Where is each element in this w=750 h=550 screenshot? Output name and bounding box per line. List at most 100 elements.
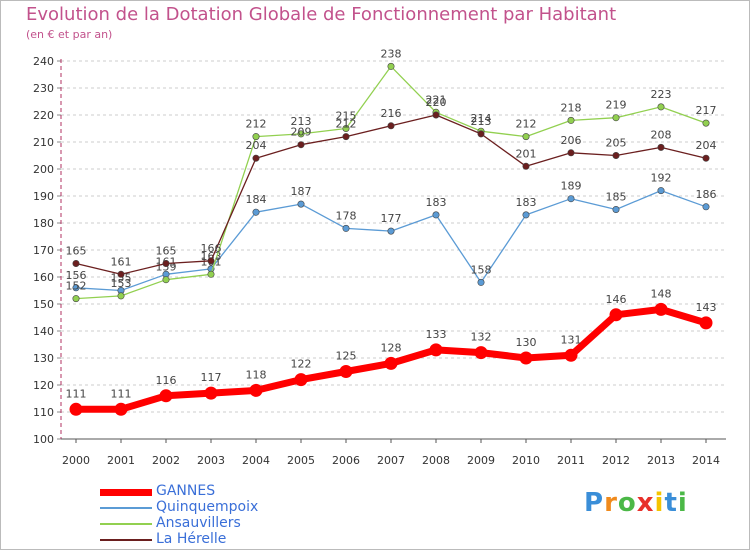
x-tick-label: 2000 — [62, 454, 90, 467]
data-point — [294, 373, 308, 387]
data-point — [519, 351, 533, 365]
x-tick-label: 2001 — [107, 454, 135, 467]
logo-letter: i — [654, 488, 665, 518]
data-point — [657, 143, 665, 151]
data-point — [387, 227, 395, 235]
x-tick-label: 2005 — [287, 454, 315, 467]
data-label: 184 — [246, 193, 267, 206]
logo-letter: P — [584, 488, 605, 518]
data-point — [567, 116, 575, 124]
data-point — [564, 348, 578, 362]
data-point — [384, 356, 398, 370]
logo-letter: t — [664, 488, 678, 518]
data-point — [72, 284, 80, 292]
data-label: 187 — [291, 185, 312, 198]
data-point — [567, 149, 575, 157]
legend-label: Ansauvillers — [156, 515, 241, 531]
chart-subtitle: (en € et par an) — [26, 28, 113, 41]
y-tick-label: 110 — [33, 406, 54, 419]
data-point — [117, 292, 125, 300]
data-label: 161 — [111, 255, 132, 268]
data-label: 186 — [696, 188, 717, 201]
data-point — [612, 206, 620, 214]
data-label: 148 — [651, 287, 672, 300]
data-label: 158 — [471, 263, 492, 276]
x-tick-label: 2010 — [512, 454, 540, 467]
series-line — [75, 189, 707, 292]
data-point — [702, 119, 710, 127]
chart-legend: GANNES Quinquempoix Ansauvillers La Hérelle — [100, 483, 320, 548]
y-tick-label: 100 — [33, 433, 54, 446]
data-point — [432, 211, 440, 219]
data-label: 204 — [696, 139, 717, 152]
data-point — [207, 270, 215, 278]
data-label: 146 — [606, 293, 627, 306]
data-point — [609, 308, 623, 322]
data-point — [249, 383, 263, 397]
x-tick-label: 2012 — [602, 454, 630, 467]
data-label: 178 — [336, 209, 357, 222]
data-point — [72, 295, 80, 303]
data-label: 183 — [516, 196, 537, 209]
data-label: 122 — [291, 358, 312, 371]
x-tick-label: 2004 — [242, 454, 270, 467]
legend-label: Quinquempoix — [156, 499, 259, 515]
data-label: 118 — [246, 368, 267, 381]
logo-letter: i — [677, 488, 688, 518]
data-label: 218 — [561, 101, 582, 114]
data-label: 212 — [246, 118, 267, 131]
data-point — [477, 278, 485, 286]
data-point — [297, 141, 305, 149]
data-label: 165 — [66, 245, 87, 258]
data-label: 212 — [336, 118, 357, 131]
data-point — [429, 343, 443, 357]
legend-item: Ansauvillers — [100, 515, 320, 532]
data-point — [162, 276, 170, 284]
data-label: 192 — [651, 172, 672, 185]
data-label: 201 — [516, 147, 537, 160]
data-label: 219 — [606, 99, 627, 112]
y-tick-label: 160 — [33, 271, 54, 284]
data-point — [159, 389, 173, 403]
chart-title: Evolution de la Dotation Globale de Fonc… — [26, 4, 617, 25]
data-label: 185 — [606, 191, 627, 204]
data-label: 220 — [426, 96, 447, 109]
legend-swatch — [100, 507, 152, 509]
y-tick-label: 240 — [33, 55, 54, 68]
data-point — [657, 103, 665, 111]
legend-swatch — [100, 489, 152, 496]
data-point — [114, 402, 128, 416]
data-label: 221 — [426, 93, 447, 106]
x-tick-label: 2008 — [422, 454, 450, 467]
data-label: 159 — [156, 261, 177, 274]
x-tick-label: 2011 — [557, 454, 585, 467]
data-point — [387, 62, 395, 70]
data-point — [252, 154, 260, 162]
x-tick-label: 2013 — [647, 454, 675, 467]
x-tick-label: 2007 — [377, 454, 405, 467]
proxiti-logo: Proxiti — [584, 488, 688, 518]
data-label: 212 — [516, 118, 537, 131]
data-label: 208 — [651, 128, 672, 141]
data-label: 213 — [471, 115, 492, 128]
data-label: 143 — [696, 301, 717, 314]
data-point — [522, 133, 530, 141]
data-label: 166 — [201, 242, 222, 255]
data-label: 165 — [156, 245, 177, 258]
data-point — [207, 257, 215, 265]
x-tick-label: 2009 — [467, 454, 495, 467]
y-tick-label: 180 — [33, 217, 54, 230]
x-tick-label: 2014 — [692, 454, 720, 467]
data-point — [342, 125, 350, 133]
data-point — [117, 270, 125, 278]
data-point — [657, 187, 665, 195]
data-label: 204 — [246, 139, 267, 152]
data-label: 215 — [336, 110, 357, 123]
data-point — [522, 162, 530, 170]
data-label: 223 — [651, 88, 672, 101]
y-tick-label: 170 — [33, 244, 54, 257]
data-point — [69, 402, 83, 416]
data-point — [252, 133, 260, 141]
series-la-herelle: 165 161 165 166 204 209 212 216 220 213 201 206 205 2… — [66, 96, 717, 278]
